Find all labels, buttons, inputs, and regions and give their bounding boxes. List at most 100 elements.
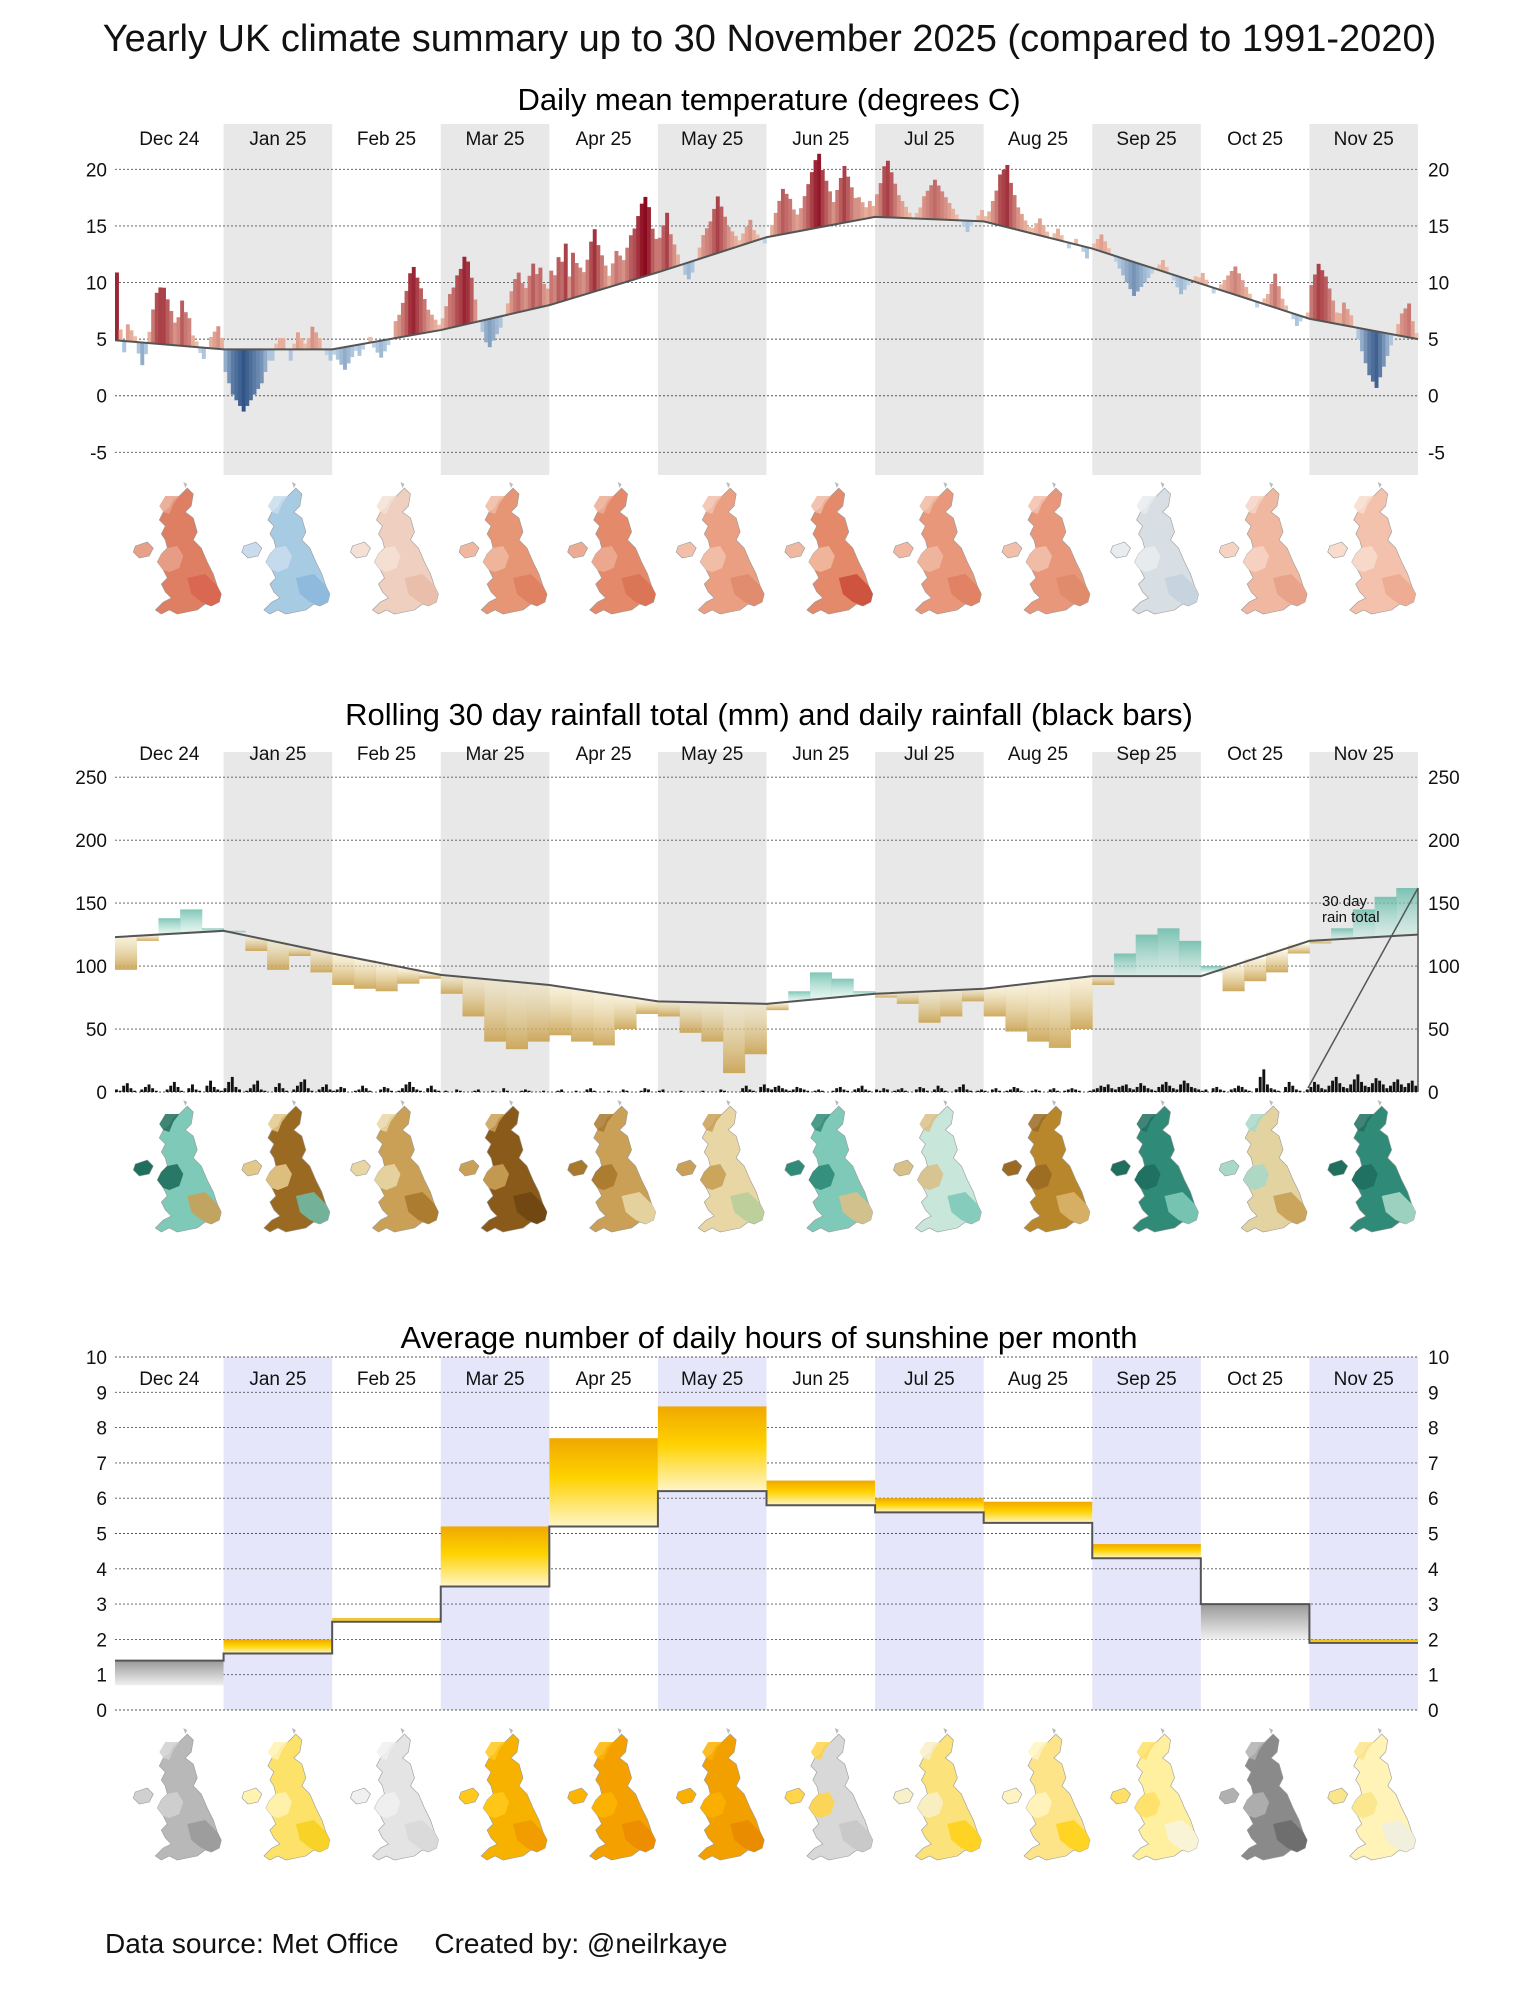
temperature-day-bar — [589, 241, 594, 293]
map-shetland — [509, 482, 514, 488]
daily-rain-bar — [925, 1090, 929, 1092]
daily-rain-bar — [1034, 1089, 1038, 1092]
temperature-day-bar — [878, 183, 883, 218]
map-scotland-region — [159, 496, 180, 514]
map-shetland — [726, 1728, 731, 1734]
temperature-day-bar — [1363, 329, 1368, 364]
daily-rain-bar — [1265, 1084, 1269, 1092]
daily-rain-bar — [245, 1090, 249, 1092]
temperature-day-bar — [744, 226, 749, 244]
daily-rain-bar — [1341, 1086, 1345, 1092]
daily-rain-bar — [411, 1086, 415, 1092]
temperature-day-bar — [238, 349, 242, 406]
daily-rain-bar — [1157, 1086, 1161, 1092]
temperature-day-bar — [154, 292, 159, 344]
y-tick-label: 150 — [75, 894, 107, 915]
temperature-day-bar — [495, 317, 499, 335]
map-ni-shape — [241, 1787, 263, 1805]
daily-rain-bar — [773, 1086, 777, 1092]
temperature-day-bar — [1280, 298, 1285, 310]
daily-rain-bar — [274, 1086, 278, 1092]
map-north-region — [1243, 1792, 1270, 1818]
temperature-day-bar — [1222, 279, 1227, 292]
temperature-day-bar — [1030, 227, 1035, 234]
map-south-region — [187, 574, 222, 606]
map-scotland-region — [919, 1742, 940, 1760]
sunshine-anomaly-map — [893, 1728, 982, 1861]
temperature-day-bar — [194, 341, 199, 348]
daily-rain-bar — [752, 1090, 755, 1092]
sunshine-normal-line — [115, 1490, 1418, 1662]
daily-rain-bar — [317, 1089, 321, 1092]
daily-rain-bar — [1052, 1088, 1056, 1092]
map-south-region — [187, 1192, 222, 1224]
map-scotland-region — [267, 1742, 288, 1760]
temperature-day-bar — [371, 341, 376, 348]
daily-rain-bar — [1284, 1086, 1287, 1092]
temperature-day-bar — [581, 272, 586, 295]
temperature-day-bar — [151, 309, 156, 344]
temperature-day-bar — [1229, 270, 1234, 294]
temperature-day-bar — [328, 349, 333, 361]
temperature-day-bar — [274, 343, 279, 350]
map-north-region — [808, 1164, 835, 1190]
daily-rain-bar — [306, 1088, 310, 1092]
rolling-rain-bar — [961, 989, 985, 1002]
rolling-rain-bar — [701, 1002, 724, 1042]
daily-rain-bar — [780, 1088, 784, 1092]
y-tick-label: 1 — [96, 1666, 107, 1687]
daily-rain-bar — [1363, 1085, 1367, 1092]
daily-rain-bar — [607, 1090, 611, 1092]
temperature-normal-line — [114, 215, 1419, 351]
temperature-day-bar — [288, 349, 293, 361]
daily-rain-bar — [961, 1084, 965, 1092]
month-label: Jul 25 — [904, 1369, 955, 1390]
rolling-rain-bar — [657, 1001, 681, 1017]
y-tick-label: 7 — [96, 1454, 107, 1475]
daily-rain-bar — [806, 1090, 810, 1092]
map-north-region — [917, 546, 944, 572]
daily-rain-bar — [252, 1084, 256, 1092]
temperature-day-bar — [230, 349, 235, 395]
daily-rain-bar — [1287, 1081, 1291, 1092]
daily-rain-bar — [1037, 1090, 1041, 1092]
map-ni-shape — [1218, 1159, 1240, 1177]
daily-rain-bar — [820, 1090, 824, 1092]
temperature-day-bar — [925, 190, 930, 220]
temperature-day-bar — [176, 317, 181, 346]
rolling-rain-bar — [549, 986, 572, 1036]
temperature-day-bar — [1204, 279, 1209, 286]
temperature-day-bar — [1291, 313, 1296, 320]
temperature-day-bar — [1389, 334, 1393, 346]
temperature-day-bar — [509, 291, 514, 314]
map-scotland-region — [485, 1114, 506, 1132]
daily-rain-bar — [1063, 1090, 1067, 1092]
daily-rain-bar — [1161, 1084, 1164, 1092]
daily-rain-bar — [1142, 1085, 1146, 1092]
temperature-day-bar — [1269, 283, 1274, 307]
rainfall-anomaly-map — [350, 1100, 439, 1233]
temperature-day-bar — [1200, 272, 1205, 285]
daily-rain-bar — [209, 1080, 213, 1092]
map-south-region — [947, 574, 982, 606]
daily-rain-bar — [129, 1088, 133, 1092]
temperature-day-bar — [1345, 308, 1350, 326]
daily-rain-bar — [1106, 1084, 1110, 1092]
map-scotland-region — [1136, 496, 1157, 514]
temperature-day-bar — [748, 219, 753, 243]
sunshine-month-bar — [440, 1526, 550, 1587]
temperature-day-bar — [267, 349, 271, 361]
temperature-day-bar — [567, 276, 572, 300]
temperature-day-bar — [994, 190, 999, 225]
daily-rain-bar — [357, 1089, 361, 1092]
temperature-day-bar — [704, 228, 709, 257]
map-shetland — [291, 1728, 296, 1734]
daily-rain-bar — [238, 1089, 241, 1092]
temperature-day-bar — [625, 247, 630, 282]
temperature-day-bar — [1182, 278, 1187, 290]
temperature-day-bar — [686, 262, 691, 280]
map-ni-shape — [893, 541, 914, 559]
daily-rain-bar — [176, 1086, 180, 1092]
daily-rain-bar — [1392, 1081, 1396, 1092]
daily-rain-bar — [914, 1089, 918, 1092]
